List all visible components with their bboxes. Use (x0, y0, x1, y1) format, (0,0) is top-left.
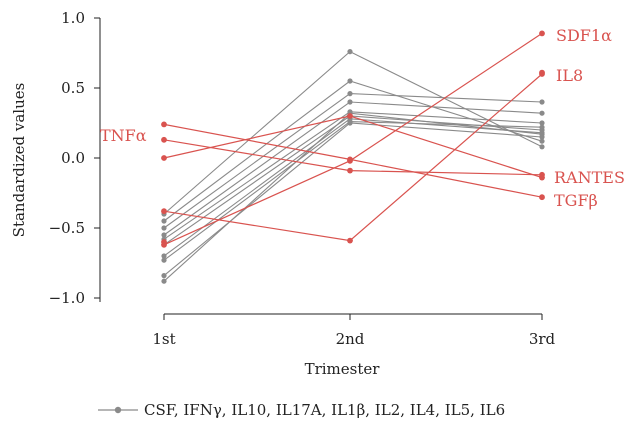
gray-point (539, 124, 545, 130)
red-point (539, 30, 545, 37)
red-point (539, 194, 545, 201)
gray-point (161, 257, 167, 263)
red-point (161, 239, 167, 245)
x-tick-label: 2nd (336, 330, 365, 348)
label-tnfa: TNFα (100, 126, 147, 145)
gray-series-line (163, 121, 543, 261)
gray-point (347, 120, 353, 126)
red-series-group (163, 32, 543, 246)
gray-series-group (163, 50, 543, 282)
red-point (347, 237, 353, 244)
y-axis-title: Standardized values (10, 83, 28, 238)
gray-point (539, 131, 545, 137)
x-tick-label: 3rd (529, 330, 556, 348)
axes (99, 18, 542, 315)
x-ticks: 1st 2nd 3rd (152, 314, 556, 348)
y-tick-label: −0.5 (49, 219, 85, 237)
x-tick-label: 1st (152, 330, 175, 348)
red-point (347, 113, 353, 119)
gray-point (347, 78, 353, 84)
x-axis-title: Trimester (305, 360, 381, 378)
gray-point (539, 120, 545, 126)
red-point (347, 156, 353, 163)
red-point (539, 171, 545, 178)
gray-point (347, 99, 353, 105)
label-sdf1a: SDF1α (556, 26, 612, 45)
gray-point (539, 144, 545, 150)
y-ticks: −1.0 −0.5 0.0 0.5 1.0 (49, 9, 100, 307)
red-point (161, 121, 167, 128)
gray-series-line (163, 112, 543, 282)
gray-point (347, 49, 353, 55)
red-point (161, 155, 167, 161)
gray-point (161, 278, 167, 284)
gray-point (161, 232, 167, 238)
gray-point (347, 91, 353, 97)
gray-point (161, 225, 167, 231)
y-tick-label: 1.0 (61, 9, 85, 27)
y-tick-label: −1.0 (49, 289, 85, 307)
gray-point (161, 273, 167, 279)
label-tgfb: TGFβ (554, 191, 598, 210)
red-series-line (163, 32, 543, 246)
gray-point (539, 138, 545, 144)
gray-point (161, 218, 167, 224)
gray-point (539, 99, 545, 105)
red-point (161, 208, 167, 215)
y-tick-label: 0.0 (61, 149, 85, 167)
legend: CSF, IFNγ, IL10, IL17A, IL1β, IL2, IL4, … (98, 401, 505, 419)
data-points (161, 30, 545, 284)
gray-point (161, 253, 167, 259)
y-tick-label: 0.5 (61, 79, 85, 97)
red-point (161, 136, 167, 143)
gray-series-line (163, 122, 543, 277)
series-labels: TNFα SDF1α IL8 RANTES TGFβ (100, 26, 625, 210)
label-il8: IL8 (556, 66, 583, 85)
red-point (347, 167, 353, 174)
red-point (539, 69, 545, 76)
legend-label: CSF, IFNγ, IL10, IL17A, IL1β, IL2, IL4, … (144, 401, 505, 419)
legend-marker (114, 406, 122, 414)
red-series-line (163, 123, 543, 198)
gray-point (539, 110, 545, 116)
label-rantes: RANTES (554, 168, 625, 187)
